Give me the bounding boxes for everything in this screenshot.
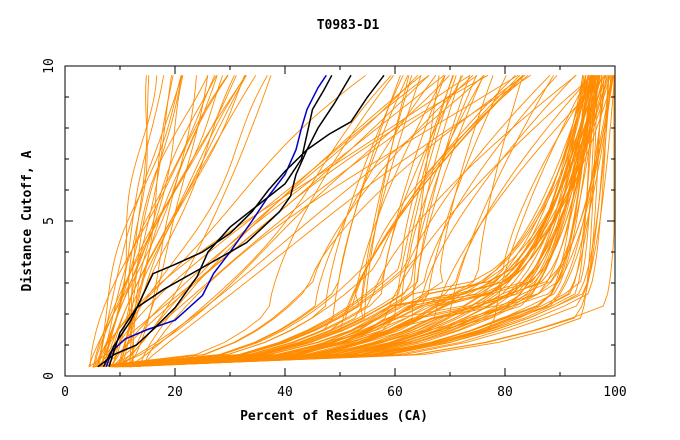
model-curve [92,74,577,368]
model-curve [111,74,478,368]
model-curve [103,75,165,367]
highlight-curve-black [102,74,385,368]
model-curve [101,74,471,367]
model-curve [115,75,596,368]
model-curve [93,74,594,368]
model-curve [92,75,437,368]
model-curve [108,74,430,367]
model-curve [114,74,485,368]
model-curve [97,74,489,367]
x-tick-label: 0 [61,385,69,400]
model-curve [113,75,614,368]
model-curve [123,75,605,368]
model-curve [93,75,590,368]
x-tick-label: 80 [497,385,513,400]
model-curve [124,75,594,368]
model-curve [117,75,594,368]
highlight-curve-blue [105,74,327,367]
model-curve [111,75,272,368]
model-curve [93,75,394,368]
model-curve [92,74,474,368]
model-curve [92,75,484,368]
model-curves [88,74,615,368]
model-curve [126,75,606,368]
model-curve [130,75,613,368]
model-curve [128,75,392,368]
model-curve [112,75,247,367]
model-curve [92,74,551,368]
model-curve [114,75,603,368]
model-curve [110,75,591,368]
model-curve [93,75,446,368]
x-tick-label: 100 [603,385,626,400]
y-tick-label: 0 [42,372,57,380]
model-curve [92,75,401,368]
model-curve [119,75,612,368]
highlight-curve-black [97,74,333,368]
model-curve [109,75,247,367]
model-curve [101,75,216,367]
model-curve [92,75,464,368]
model-curve [99,75,224,367]
y-tick-label: 5 [42,217,57,225]
model-curve [128,75,600,368]
model-curve [117,75,235,367]
model-curve [114,74,450,368]
model-curve [93,74,366,367]
model-curve [92,75,440,368]
model-curve [138,74,422,367]
model-curve [130,75,594,368]
model-curve [114,75,614,368]
highlighted-curves [97,74,385,368]
model-curve [122,74,419,367]
x-axis-label: Percent of Residues (CA) [240,409,428,424]
model-curve [113,75,601,368]
model-curve [121,75,174,367]
model-curve [111,75,597,368]
model-curve [127,75,590,368]
x-tick-label: 60 [387,385,403,400]
model-curve [131,75,184,367]
y-tick-label: 10 [42,58,57,74]
model-curve [97,75,182,367]
chart-title: T0983-D1 [317,18,380,33]
highlight-curve-black [108,74,352,367]
y-axis-label: Distance Cutoff, A [20,150,35,291]
model-curve [92,75,494,368]
x-tick-label: 40 [277,385,293,400]
model-curve [89,75,228,367]
model-curve [93,74,529,368]
x-tick-label: 20 [167,385,183,400]
model-curve [93,75,446,368]
model-curve [98,75,183,367]
model-curve [130,75,615,368]
model-curve [93,75,471,368]
model-curve [92,75,485,368]
model-curve [93,75,404,368]
axis-ticks: 0 20 40 60 80 100 0 5 10 [42,58,627,400]
model-curve [92,75,462,368]
model-curve [92,75,477,368]
model-curve [126,75,590,368]
model-curve [116,75,592,368]
model-curve [118,75,209,368]
model-curve [92,74,576,368]
model-curve [115,75,599,368]
model-curve [118,75,599,368]
